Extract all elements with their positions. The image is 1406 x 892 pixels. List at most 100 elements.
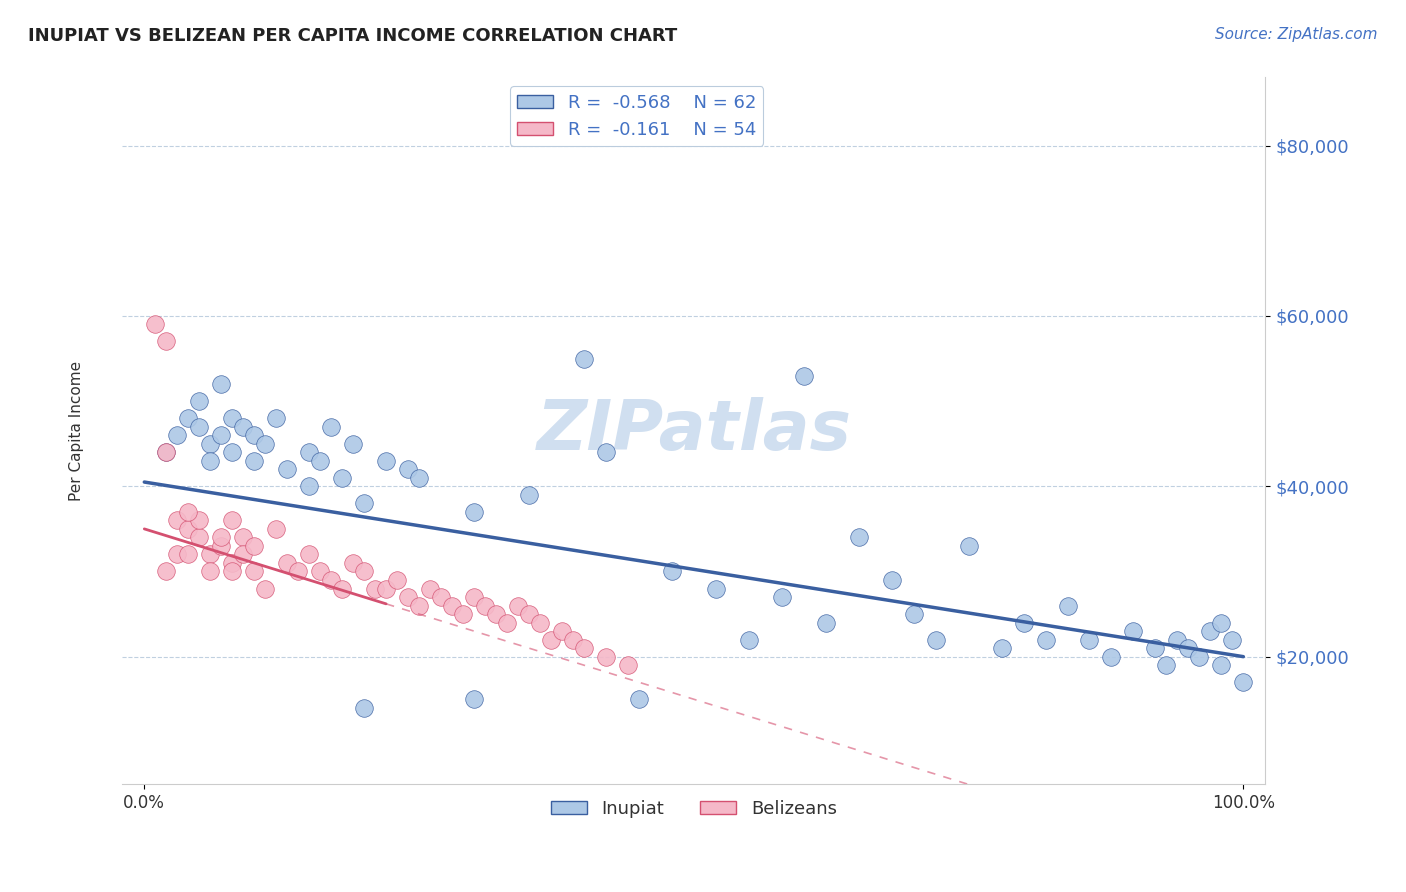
Point: [506, 599, 529, 613]
Point: [177, 505, 200, 519]
Point: [221, 445, 243, 459]
Point: [924, 632, 946, 647]
Point: [309, 565, 332, 579]
Point: [321, 419, 343, 434]
Point: [200, 548, 222, 562]
Point: [209, 428, 232, 442]
Point: [738, 632, 761, 647]
Point: [177, 411, 200, 425]
Text: INUPIAT VS BELIZEAN PER CAPITA INCOME CORRELATION CHART: INUPIAT VS BELIZEAN PER CAPITA INCOME CO…: [28, 27, 678, 45]
Point: [627, 692, 650, 706]
Point: [595, 649, 617, 664]
Point: [957, 539, 980, 553]
Point: [309, 454, 332, 468]
Point: [209, 377, 232, 392]
Point: [1144, 641, 1167, 656]
Point: [200, 454, 222, 468]
Point: [298, 479, 321, 493]
Point: [264, 411, 287, 425]
Point: [177, 548, 200, 562]
Point: [243, 539, 266, 553]
Point: [188, 394, 211, 409]
Point: [474, 599, 496, 613]
Point: [385, 573, 408, 587]
Point: [1177, 641, 1199, 656]
Point: [396, 590, 419, 604]
Point: [595, 445, 617, 459]
Point: [793, 368, 815, 383]
Point: [551, 624, 574, 639]
Point: [529, 615, 551, 630]
Point: [342, 556, 364, 570]
Point: [298, 445, 321, 459]
Point: [572, 641, 595, 656]
Point: [1232, 675, 1254, 690]
Point: [342, 436, 364, 450]
Point: [990, 641, 1012, 656]
Text: Per Capita Income: Per Capita Income: [69, 361, 84, 501]
Point: [243, 428, 266, 442]
Point: [848, 530, 870, 544]
Point: [1035, 632, 1057, 647]
Point: [451, 607, 474, 621]
Point: [375, 582, 398, 596]
Point: [704, 582, 727, 596]
Point: [243, 565, 266, 579]
Point: [287, 565, 309, 579]
Point: [1122, 624, 1144, 639]
Point: [254, 436, 277, 450]
Point: [155, 334, 177, 349]
Point: [364, 582, 387, 596]
Point: [143, 318, 166, 332]
Point: [330, 582, 353, 596]
Point: [814, 615, 837, 630]
Point: [1156, 658, 1178, 673]
Point: [1012, 615, 1035, 630]
Point: [1056, 599, 1078, 613]
Point: [177, 522, 200, 536]
Point: [540, 632, 562, 647]
Point: [1211, 658, 1233, 673]
Point: [254, 582, 277, 596]
Point: [517, 488, 540, 502]
Point: [166, 513, 188, 527]
Point: [561, 632, 583, 647]
Point: [221, 565, 243, 579]
Point: [463, 692, 485, 706]
Point: [166, 548, 188, 562]
Point: [188, 419, 211, 434]
Point: [1166, 632, 1188, 647]
Point: [770, 590, 793, 604]
Point: [155, 565, 177, 579]
Point: [232, 419, 254, 434]
Point: [1199, 624, 1222, 639]
Point: [209, 539, 232, 553]
Point: [1101, 649, 1123, 664]
Point: [617, 658, 640, 673]
Point: [232, 548, 254, 562]
Point: [1188, 649, 1211, 664]
Point: [485, 607, 508, 621]
Point: [1078, 632, 1101, 647]
Point: [496, 615, 519, 630]
Point: [430, 590, 453, 604]
Point: [408, 471, 430, 485]
Legend: Inupiat, Belizeans: Inupiat, Belizeans: [544, 792, 844, 825]
Point: [321, 573, 343, 587]
Point: [276, 462, 298, 476]
Point: [353, 496, 375, 510]
Point: [661, 565, 683, 579]
Point: [463, 590, 485, 604]
Point: [221, 411, 243, 425]
Point: [200, 565, 222, 579]
Point: [572, 351, 595, 366]
Point: [419, 582, 441, 596]
Point: [1222, 632, 1244, 647]
Point: [166, 428, 188, 442]
Point: [243, 454, 266, 468]
Point: [396, 462, 419, 476]
Point: [264, 522, 287, 536]
Text: Source: ZipAtlas.com: Source: ZipAtlas.com: [1215, 27, 1378, 42]
Point: [517, 607, 540, 621]
Point: [353, 700, 375, 714]
